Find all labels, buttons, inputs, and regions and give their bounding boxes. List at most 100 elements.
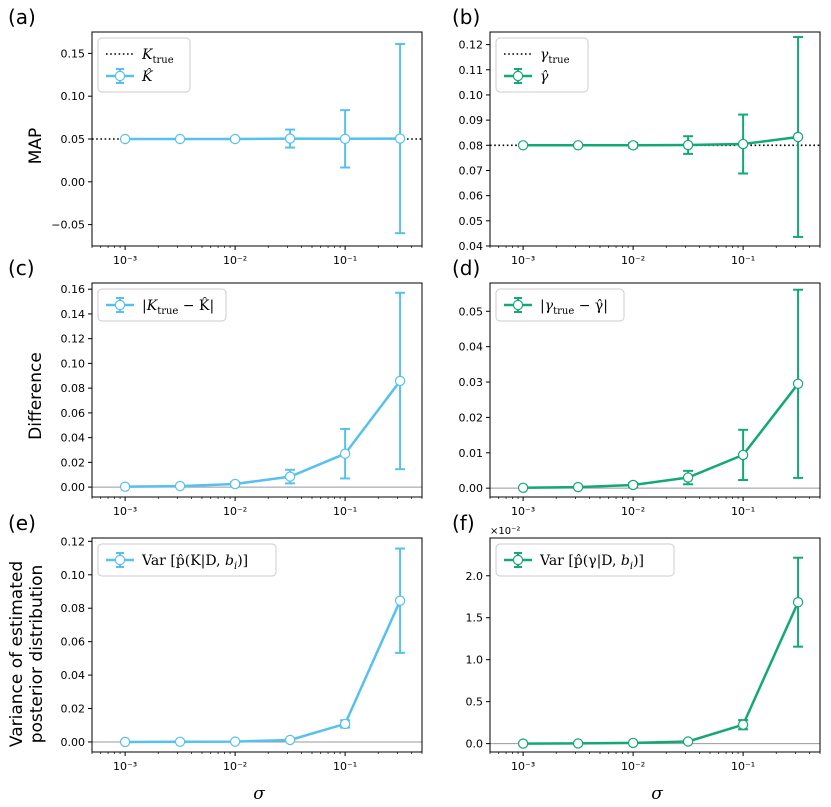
axes-frame bbox=[489, 282, 821, 498]
y-tick-label: 0.08 bbox=[61, 602, 86, 615]
data-point bbox=[119, 736, 131, 748]
series-line bbox=[523, 601, 800, 745]
data-point bbox=[517, 140, 529, 151]
data-point bbox=[737, 449, 749, 461]
y-tick-label: 0.06 bbox=[61, 407, 86, 420]
panel-f: (f) 0.0 0.5 1.0 1.5 2.0 10⁻³ 10⁻² 10⁻¹ ×10⁻² Var [… bbox=[452, 511, 821, 773]
legend-label: γtrue bbox=[540, 47, 570, 66]
legend-label: γ̂ bbox=[540, 69, 549, 85]
series-line bbox=[125, 380, 402, 488]
data-point bbox=[229, 478, 241, 490]
data-point bbox=[572, 140, 584, 151]
series-line bbox=[125, 600, 402, 744]
data-point bbox=[394, 375, 406, 387]
panel-a: (a) −0.05 0.00 0.05 0.10 0.15 10⁻³ 10⁻² 10⁻¹ Ktru… bbox=[8, 5, 423, 267]
y-tick-label: 0.15 bbox=[61, 47, 86, 60]
data-point bbox=[174, 736, 186, 748]
y-tick-label: 2.0 bbox=[466, 570, 484, 583]
y-tick-label: 0.10 bbox=[61, 357, 86, 370]
data-point bbox=[229, 736, 241, 747]
x-tick-label: 10⁻² bbox=[621, 760, 645, 773]
x-tick-label: 10⁻¹ bbox=[731, 505, 755, 518]
data-point bbox=[682, 472, 694, 483]
y-tick-label: 0.02 bbox=[61, 456, 86, 469]
y-tick-label: 0.04 bbox=[459, 341, 484, 354]
data-point bbox=[119, 481, 131, 492]
axes-frame bbox=[91, 537, 423, 753]
x-axis-label-left: σ bbox=[253, 784, 265, 804]
legend-marker-swatch bbox=[512, 70, 524, 82]
y-tick-label: 0.16 bbox=[61, 283, 86, 296]
y-tick-label: 0.08 bbox=[459, 139, 484, 152]
y-tick-label: 0.02 bbox=[459, 411, 484, 424]
y-tick-label: 0.10 bbox=[459, 89, 484, 102]
x-tick-label: 10⁻¹ bbox=[333, 505, 357, 518]
x-tick-label: 10⁻¹ bbox=[333, 254, 357, 267]
data-point bbox=[792, 597, 804, 608]
x-axis-label-right: σ bbox=[651, 784, 663, 804]
legend-marker-swatch bbox=[114, 70, 126, 82]
y-tick-label: 0.11 bbox=[459, 64, 484, 77]
x-tick-label: 10⁻³ bbox=[113, 505, 137, 518]
data-point bbox=[572, 481, 584, 493]
data-point bbox=[339, 133, 351, 145]
data-point bbox=[627, 479, 639, 491]
data-point bbox=[572, 738, 584, 749]
y-tick-label: 1.5 bbox=[466, 612, 484, 625]
x-tick-label: 10⁻³ bbox=[113, 254, 137, 267]
panel-label: (a) bbox=[8, 5, 36, 29]
row-label-variance-line1: Variance of estimated bbox=[7, 561, 27, 747]
series-line bbox=[523, 135, 799, 147]
y-tick-label: 0.09 bbox=[459, 114, 484, 127]
y-tick-label: 0.12 bbox=[459, 39, 484, 52]
data-point bbox=[682, 139, 694, 151]
series-line bbox=[523, 383, 800, 490]
row-label-difference: Difference bbox=[26, 352, 46, 440]
panel-c: (c) 0.00 0.02 0.04 0.06 0.08 0.10 0.12 0.14 0.16 1… bbox=[8, 256, 423, 518]
x-tick-label: 10⁻³ bbox=[511, 254, 535, 267]
panel-label: (c) bbox=[8, 256, 35, 280]
data-point bbox=[517, 482, 529, 494]
y-tick-label: 0.02 bbox=[61, 703, 86, 716]
data-point bbox=[284, 471, 296, 482]
y-tick-label: 0.5 bbox=[466, 696, 484, 709]
x-tick-label: 10⁻³ bbox=[511, 760, 535, 773]
x-tick-label: 10⁻³ bbox=[113, 760, 137, 773]
legend-marker-swatch bbox=[114, 299, 126, 311]
data-point bbox=[174, 133, 186, 145]
legend-box bbox=[495, 543, 675, 577]
x-tick-label: 10⁻² bbox=[223, 254, 247, 267]
y-offset-label: ×10⁻² bbox=[490, 526, 520, 537]
y-tick-label: 1.0 bbox=[466, 654, 484, 667]
legend-label: Var [p̂(γ|D, bi)] bbox=[539, 553, 644, 572]
data-point bbox=[394, 595, 406, 606]
data-point bbox=[284, 734, 296, 746]
data-point bbox=[339, 718, 351, 730]
x-tick-label: 10⁻¹ bbox=[731, 760, 755, 773]
data-point bbox=[737, 719, 749, 730]
legend-label: |γtrue − γ̂| bbox=[540, 298, 608, 317]
panel-d: (d) 0.00 0.01 0.02 0.03 0.04 0.05 10⁻³ 10⁻² 10⁻¹ |… bbox=[452, 256, 821, 518]
y-tick-label: 0.00 bbox=[61, 176, 86, 189]
data-point bbox=[174, 480, 186, 492]
y-tick-label: 0.07 bbox=[459, 164, 484, 177]
panel-b: (b) 0.04 0.05 0.06 0.07 0.08 0.09 0.10 0.11 0.12 1… bbox=[452, 5, 821, 267]
legend-marker-swatch bbox=[114, 554, 126, 566]
panel-e: (e) 0.00 0.02 0.04 0.06 0.08 0.10 0.12 10⁻³ 10⁻² 1… bbox=[8, 511, 423, 773]
y-tick-label: 0.0 bbox=[466, 738, 484, 751]
y-tick-label: 0.01 bbox=[459, 447, 484, 460]
data-point bbox=[517, 738, 529, 749]
y-tick-label: −0.05 bbox=[51, 219, 85, 232]
legend-box bbox=[97, 543, 277, 577]
data-point bbox=[682, 736, 694, 747]
data-point bbox=[119, 133, 131, 145]
panel-label: (e) bbox=[8, 511, 36, 535]
axes-frame bbox=[489, 31, 821, 247]
legend-label: Ktrue bbox=[141, 47, 174, 66]
data-point bbox=[627, 737, 639, 749]
y-tick-label: 0.05 bbox=[459, 215, 484, 228]
y-tick-label: 0.05 bbox=[459, 305, 484, 318]
y-tick-label: 0.03 bbox=[459, 376, 484, 389]
y-tick-label: 0.12 bbox=[61, 333, 86, 346]
